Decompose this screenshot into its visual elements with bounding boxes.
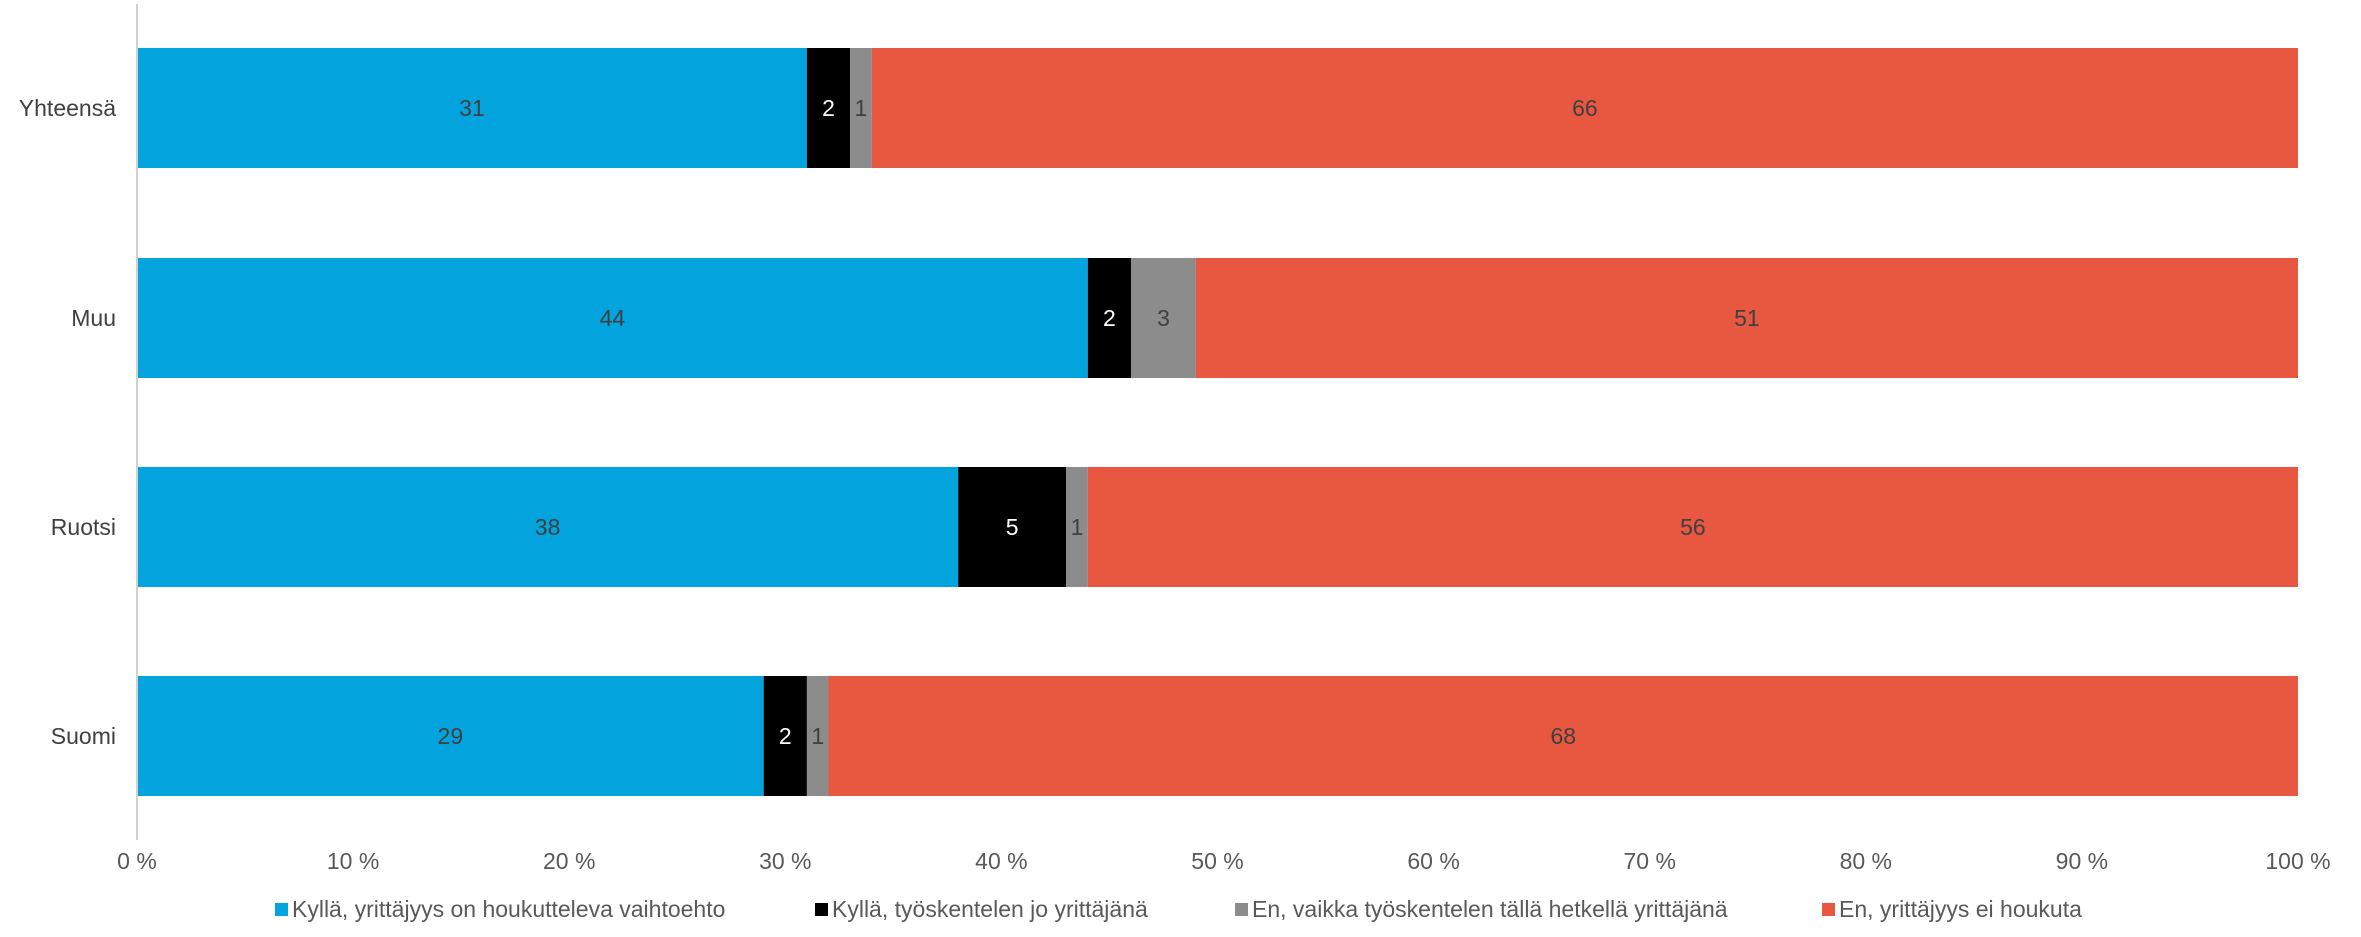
bar-segment bbox=[871, 48, 2298, 168]
bar-segment bbox=[850, 48, 872, 168]
x-tick-label: 60 % bbox=[1407, 848, 1459, 874]
data-label: 68 bbox=[1550, 723, 1576, 749]
x-tick-label: 100 % bbox=[2265, 848, 2330, 874]
data-label: 5 bbox=[1006, 514, 1019, 540]
x-tick-label: 30 % bbox=[759, 848, 811, 874]
data-label: 2 bbox=[822, 95, 835, 121]
data-label: 1 bbox=[1071, 514, 1084, 540]
bar-segment bbox=[806, 676, 829, 796]
x-tick-label: 40 % bbox=[975, 848, 1027, 874]
legend-label: Kyllä, yrittäjyys on houkutteleva vaihto… bbox=[292, 896, 725, 922]
bar-segment bbox=[137, 676, 764, 796]
bar-segment bbox=[828, 676, 2298, 796]
x-tick-label: 0 % bbox=[117, 848, 157, 874]
x-tick-label: 70 % bbox=[1623, 848, 1675, 874]
legend-swatch bbox=[815, 903, 828, 916]
data-label: 56 bbox=[1680, 514, 1706, 540]
category-label: Ruotsi bbox=[51, 514, 116, 540]
data-label: 66 bbox=[1572, 95, 1598, 121]
legend-swatch bbox=[1822, 903, 1835, 916]
bar-segment bbox=[806, 48, 851, 168]
category-labels: Yhteensä Muu Ruotsi Suomi bbox=[19, 95, 116, 749]
data-label: 51 bbox=[1734, 305, 1760, 331]
bar-segment bbox=[763, 676, 807, 796]
bar-segment bbox=[958, 467, 1067, 587]
legend-swatch bbox=[275, 903, 288, 916]
bar-segment bbox=[137, 258, 1088, 378]
category-label: Muu bbox=[71, 305, 116, 331]
data-label: 29 bbox=[438, 723, 464, 749]
legend-swatch bbox=[1235, 903, 1248, 916]
bar-segment bbox=[1195, 258, 2298, 378]
bar-segment bbox=[1087, 467, 2298, 587]
legend-label: Kyllä, työskentelen jo yrittäjänä bbox=[832, 896, 1148, 922]
bars-layer bbox=[137, 48, 2298, 796]
bar-segment bbox=[1087, 258, 1132, 378]
data-label: 3 bbox=[1157, 305, 1170, 331]
data-label: 2 bbox=[1103, 305, 1116, 331]
legend-item: En, yrittäjyys ei houkuta bbox=[1822, 896, 2082, 922]
legend-item: En, vaikka työskentelen tällä hetkellä y… bbox=[1235, 896, 1728, 922]
x-tick-label: 10 % bbox=[327, 848, 379, 874]
legend-item: Kyllä, yrittäjyys on houkutteleva vaihto… bbox=[275, 896, 725, 922]
data-label: 2 bbox=[779, 723, 792, 749]
data-label: 1 bbox=[811, 723, 824, 749]
bar-segment bbox=[137, 48, 807, 168]
legend-label: En, yrittäjyys ei houkuta bbox=[1839, 896, 2082, 922]
data-label: 38 bbox=[535, 514, 561, 540]
x-tick-label: 80 % bbox=[1840, 848, 1892, 874]
bar-segment bbox=[1131, 258, 1196, 378]
x-tick-label: 90 % bbox=[2056, 848, 2108, 874]
data-label: 1 bbox=[855, 95, 868, 121]
x-tick-labels: 0 % 10 % 20 % 30 % 40 % 50 % 60 % 70 % 80 % 90 % 1… bbox=[117, 848, 2330, 874]
data-label: 44 bbox=[600, 305, 626, 331]
category-label: Yhteensä bbox=[19, 95, 116, 121]
bar-segment bbox=[1066, 467, 1088, 587]
legend-item: Kyllä, työskentelen jo yrittäjänä bbox=[815, 896, 1148, 922]
x-tick-label: 20 % bbox=[543, 848, 595, 874]
legend-label: En, vaikka työskentelen tällä hetkellä y… bbox=[1252, 896, 1728, 922]
legend: Kyllä, yrittäjyys on houkutteleva vaihto… bbox=[275, 896, 2082, 922]
bar-segment bbox=[137, 467, 959, 587]
data-label: 31 bbox=[459, 95, 485, 121]
x-tick-label: 50 % bbox=[1191, 848, 1243, 874]
category-label: Suomi bbox=[51, 723, 116, 749]
